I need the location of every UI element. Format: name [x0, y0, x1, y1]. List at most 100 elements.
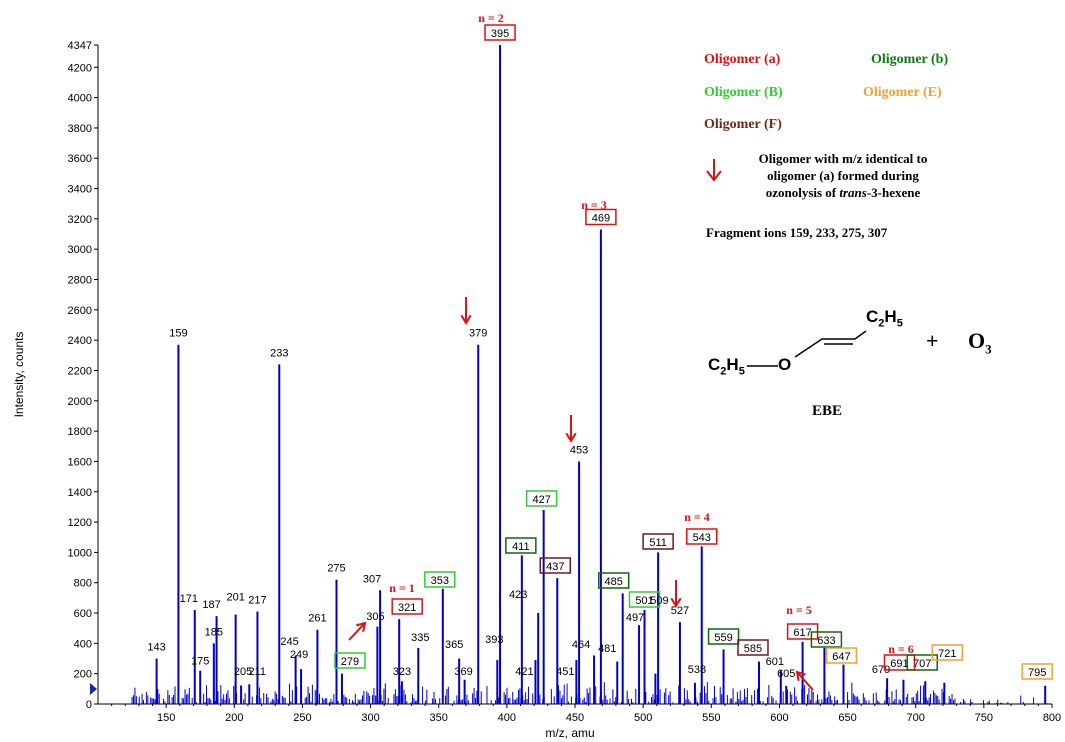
peak-label-text: 559: [714, 632, 732, 644]
peak-label-691: 691: [883, 654, 916, 671]
peak-label-box: [1021, 663, 1053, 680]
peak-label-233: 233: [270, 347, 288, 359]
arrow-head: [565, 432, 577, 443]
peak-label-box: [906, 654, 939, 671]
arrow-note: Oligomer with m/z identical to oligomer …: [723, 150, 963, 201]
peak-label-text: 205: [234, 666, 252, 678]
peak-label-text: 201: [226, 592, 244, 604]
y-tick-label: 3000: [68, 244, 92, 256]
arrow-shaft: [796, 671, 814, 691]
peak-label-text: 679: [872, 664, 890, 676]
peak-label-box: [391, 598, 423, 615]
arrow-head: [356, 621, 367, 633]
x-tick-label: 400: [498, 712, 516, 724]
x-tick-label: 500: [634, 712, 652, 724]
peak-label-box: [931, 644, 964, 661]
x-tick-label: 150: [157, 712, 175, 724]
peak-label-text: 143: [147, 642, 165, 654]
n-label-691: n = 6: [888, 642, 914, 656]
peak-label-text: 509: [650, 595, 668, 607]
peak-label-box: [597, 572, 630, 589]
peak-label-527: 527: [671, 605, 689, 617]
y-tick-label: 2000: [68, 396, 92, 408]
arrow-head: [670, 597, 682, 608]
oxygen-atom: O: [778, 355, 792, 374]
peak-label-261: 261: [308, 613, 326, 625]
peak-label-437: 437: [539, 557, 572, 574]
y-tick-label: 1800: [68, 426, 92, 438]
peak-label-411: 411: [505, 537, 537, 554]
x-tick-label: 650: [838, 712, 856, 724]
peak-label-text: 353: [431, 575, 449, 587]
peak-label-text: 707: [913, 658, 931, 670]
peak-label-481: 481: [598, 643, 616, 655]
legend-red-arrow-icon: [706, 159, 722, 182]
peak-label-text: 245: [280, 636, 298, 648]
arrow-601: [795, 670, 814, 691]
peak-label-423: 423: [509, 589, 527, 601]
axes: 0 200 400 600 800 1000 1200 1400 1600 1800 2000 220…: [68, 40, 1062, 724]
peak-label-text: 538: [688, 664, 706, 676]
peak-label-279: 279: [334, 652, 366, 669]
peak-label-497: 497: [626, 612, 644, 624]
x-axis-label: m/z, amu: [545, 726, 594, 740]
peak-label-box: [825, 647, 858, 664]
peak-label-511: 511: [642, 533, 674, 550]
peak-label-text: 453: [570, 444, 588, 456]
peak-label-text: 305: [366, 611, 384, 623]
peak-label-275: 275: [327, 563, 345, 575]
peak-label-211: 211: [249, 666, 267, 678]
x-tick-label: 800: [1043, 712, 1061, 724]
peak-label-395: 395: [484, 24, 516, 41]
peak-label-box: [525, 490, 558, 507]
y-tick-label: 0: [86, 699, 92, 711]
peak-label-201: 201: [226, 592, 244, 604]
x-tick-label: 600: [770, 712, 788, 724]
peak-label-245: 245: [280, 636, 298, 648]
y-tick-label: 1000: [68, 547, 92, 559]
peak-label-box: [424, 571, 456, 588]
peak-label-text: 511: [649, 537, 667, 549]
peak-label-text: 217: [248, 595, 266, 607]
arrow-shaft: [348, 622, 366, 641]
peak-label-601: 601: [766, 656, 784, 668]
arrow-379: [460, 297, 472, 325]
y-tick-label: 600: [74, 608, 92, 620]
peak-label-text: 601: [766, 656, 784, 668]
peak-label-text: 485: [605, 576, 623, 588]
plus-sign: +: [926, 328, 939, 353]
legend-oligomer-a: Oligomer (a): [704, 52, 781, 67]
peak-label-text: 323: [393, 666, 411, 678]
peak-label-text: 411: [512, 541, 530, 553]
y-tick-label: 4000: [68, 93, 92, 105]
peak-label-text: 605: [777, 668, 795, 680]
peak-label-159: 159: [169, 328, 187, 340]
peak-label-647: 647: [825, 647, 858, 664]
peak-label-text: 647: [832, 651, 850, 663]
arrow-head: [795, 670, 806, 682]
peak-label-box: [334, 652, 366, 669]
y-tick-label: 2400: [68, 335, 92, 347]
x-tick-label: 450: [566, 712, 584, 724]
peak-label-text: 617: [793, 627, 811, 639]
x-tick-label: 300: [361, 712, 379, 724]
peak-label-text: 159: [169, 328, 187, 340]
peak-label-text: 171: [180, 593, 198, 605]
y-tick-label: 2600: [68, 305, 92, 317]
ethyl-group-right: C2H5: [866, 307, 903, 330]
peak-label-305: 305: [366, 611, 384, 623]
peak-label-text: 233: [270, 347, 288, 359]
peak-label-421: 421: [515, 666, 533, 678]
peak-label-585: 585: [737, 639, 769, 656]
n-label-321: n = 1: [389, 581, 415, 595]
peak-label-369: 369: [454, 666, 472, 678]
peak-label-text: 423: [509, 589, 527, 601]
peak-label-185: 185: [205, 626, 223, 638]
axis-marker-icon: [90, 683, 97, 695]
peak-label-text: 691: [890, 658, 908, 670]
peak-label-text: 497: [626, 612, 644, 624]
peak-label-text: 501: [635, 595, 653, 607]
n-label-617: n = 5: [786, 603, 812, 617]
y-axis-label: Intensity, counts: [12, 332, 26, 418]
